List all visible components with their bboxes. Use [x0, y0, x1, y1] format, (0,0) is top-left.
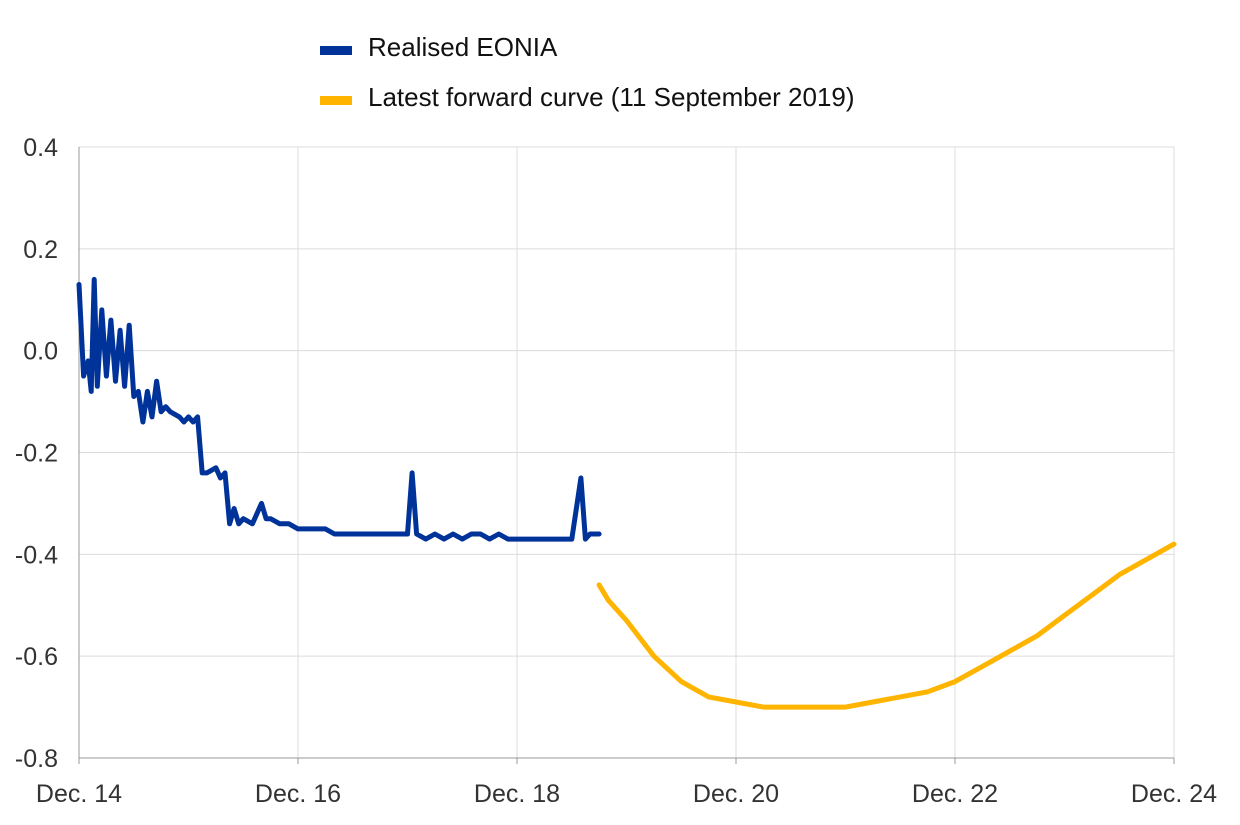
- y-tick-label: 0.2: [23, 236, 58, 264]
- legend-swatch-forward-curve: [320, 96, 352, 105]
- grid: [78, 146, 1175, 759]
- tick-labels: 0.4 0.2 0.0 -0.2 -0.4 -0.6 -0.8 Dec. 14 Dec. 16 D…: [15, 134, 1217, 808]
- legend-label-forward-curve: Latest forward curve (11 September 2019): [368, 82, 855, 112]
- x-tick-label: Dec. 24: [1131, 780, 1217, 808]
- x-tick-label: Dec. 20: [693, 780, 779, 808]
- x-tick-label: Dec. 22: [912, 780, 998, 808]
- legend-label-realised-eonia: Realised EONIA: [368, 32, 558, 62]
- realised-eonia-line: [76, 276, 602, 542]
- y-tick-label: -0.6: [15, 643, 58, 671]
- x-tick-label: Dec. 16: [255, 780, 341, 808]
- y-tick-label: -0.8: [15, 745, 58, 773]
- forward-curve-line: [596, 541, 1177, 710]
- y-tick-label: -0.4: [15, 541, 58, 569]
- y-tick-label: 0.4: [23, 134, 58, 162]
- x-tick-label: Dec. 14: [36, 780, 122, 808]
- y-tick-label: -0.2: [15, 440, 58, 468]
- legend-swatch-realised-eonia: [320, 46, 352, 55]
- axes: [78, 147, 1175, 764]
- y-tick-label: 0.0: [23, 338, 58, 366]
- x-tick-label: Dec. 18: [474, 780, 560, 808]
- series-layer: [76, 276, 1177, 710]
